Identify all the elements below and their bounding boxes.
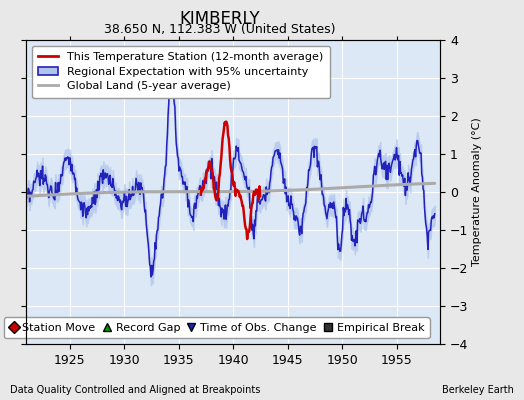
Text: 38.650 N, 112.383 W (United States): 38.650 N, 112.383 W (United States)	[104, 23, 336, 36]
Text: Berkeley Earth: Berkeley Earth	[442, 385, 514, 395]
Text: KIMBERLY: KIMBERLY	[180, 10, 260, 28]
Text: Data Quality Controlled and Aligned at Breakpoints: Data Quality Controlled and Aligned at B…	[10, 385, 261, 395]
Y-axis label: Temperature Anomaly (°C): Temperature Anomaly (°C)	[473, 118, 483, 266]
Legend: Station Move, Record Gap, Time of Obs. Change, Empirical Break: Station Move, Record Gap, Time of Obs. C…	[4, 317, 430, 338]
